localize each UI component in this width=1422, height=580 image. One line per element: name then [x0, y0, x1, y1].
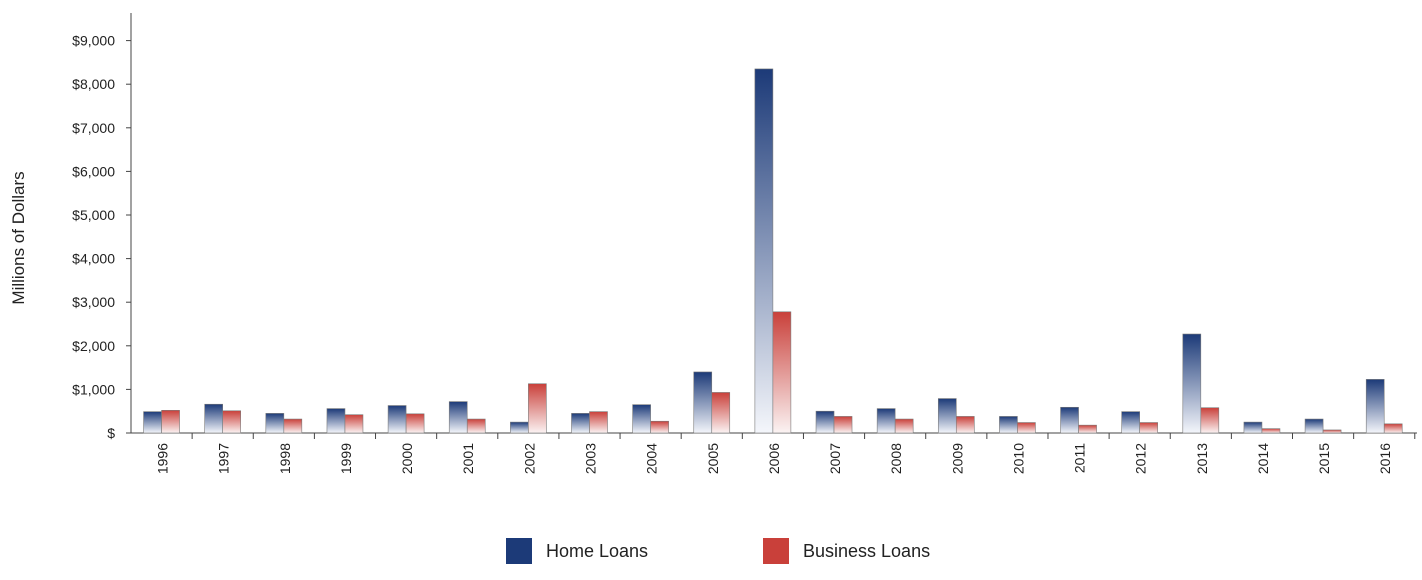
bar-business-loans-2010	[1017, 422, 1036, 434]
bar-business-loans-2013	[1200, 407, 1220, 434]
bar-home-loans-2003	[571, 413, 590, 434]
x-tick-label: 1996	[155, 443, 171, 474]
x-tick-label: 2011	[1072, 443, 1088, 473]
bar-home-loans-1996	[143, 411, 162, 434]
x-tick-label: 2016	[1377, 443, 1393, 474]
bar-home-loans-2001	[448, 401, 468, 434]
y-tick-label: $2,000	[72, 338, 115, 354]
bar-home-loans-2014	[1243, 421, 1263, 434]
bar-business-loans-2001	[466, 418, 486, 434]
bar-business-loans-2007	[833, 416, 853, 434]
bar-business-loans-2002	[528, 383, 547, 434]
bar-business-loans-2009	[955, 416, 975, 434]
x-axis: 1996 1997 1998 1999 2000 2001 2002 2003 2004 2005…	[131, 432, 1417, 474]
y-tick-label: $5,000	[72, 207, 115, 223]
bar-business-loans-2014	[1261, 428, 1281, 434]
bar-business-loans-1999	[344, 414, 364, 434]
bar-business-loans-1997	[222, 410, 241, 434]
bar-home-loans-2004	[632, 404, 651, 434]
x-tick-label: 2002	[521, 443, 537, 474]
bar-home-loans-1998	[265, 413, 285, 434]
x-tick-label: 2003	[582, 443, 598, 474]
y-axis-label: Millions of Dollars	[9, 171, 28, 304]
bar-home-loans-2000	[387, 405, 407, 434]
x-tick-label: 2010	[1010, 443, 1026, 474]
bar-business-loans-2005	[711, 392, 731, 434]
bar-business-loans-2004	[650, 420, 669, 434]
x-tick-label: 2012	[1133, 443, 1149, 474]
bars	[143, 68, 1403, 434]
x-tick-label: 2000	[399, 443, 415, 474]
x-tick-label: 2007	[827, 443, 843, 474]
legend-item-home-loans: Home Loans	[506, 538, 648, 564]
bar-business-loans-2006	[772, 311, 792, 434]
x-tick-label: 2001	[460, 443, 476, 474]
x-tick-label: 2009	[949, 443, 965, 474]
bar-home-loans-1999	[326, 408, 346, 434]
legend-item-business-loans: Business Loans	[763, 538, 930, 564]
y-tick-label: $3,000	[72, 294, 115, 310]
x-tick-label: 1998	[277, 443, 293, 474]
legend-swatch-home-loans	[506, 538, 532, 564]
bar-business-loans-2011	[1078, 424, 1097, 434]
legend-swatch-business-loans	[763, 538, 789, 564]
bar-business-loans-1996	[161, 410, 180, 434]
bar-home-loans-2015	[1304, 418, 1324, 434]
x-tick-label: 2013	[1194, 443, 1210, 474]
bar-business-loans-2008	[894, 418, 914, 434]
bar-business-loans-2015	[1322, 429, 1342, 434]
y-tick-label: $1,000	[72, 381, 115, 397]
x-tick-label: 1999	[338, 443, 354, 474]
x-tick-label: 2015	[1316, 443, 1332, 474]
bar-home-loans-2010	[999, 416, 1018, 434]
y-tick-label: $7,000	[72, 120, 115, 136]
bar-home-loans-2013	[1182, 333, 1202, 434]
x-tick-label: 2014	[1255, 443, 1271, 474]
bar-home-loans-2005	[693, 371, 713, 434]
y-axis: $ $1,000 $2,000 $3,000 $4,000 $5,000 $6,000 $7,…	[72, 13, 132, 441]
bar-home-loans-2007	[815, 410, 835, 434]
bar-business-loans-2016	[1383, 423, 1403, 434]
y-tick-label: $	[107, 425, 115, 441]
y-tick-label: $8,000	[72, 76, 115, 92]
x-tick-label: 2008	[888, 443, 904, 474]
bar-business-loans-2003	[589, 411, 608, 434]
y-tick-label: $9,000	[72, 33, 115, 49]
bar-home-loans-2011	[1060, 406, 1079, 434]
legend-label-business-loans: Business Loans	[803, 540, 931, 561]
bar-home-loans-2009	[937, 398, 957, 434]
bar-home-loans-2016	[1365, 379, 1385, 434]
bar-business-loans-2012	[1139, 422, 1158, 434]
x-tick-label: 2004	[644, 443, 660, 474]
legend-label-home-loans: Home Loans	[546, 540, 649, 561]
bar-home-loans-2002	[510, 421, 529, 434]
x-tick-label: 2006	[766, 443, 782, 474]
bar-home-loans-2012	[1121, 411, 1140, 434]
x-tick-label: 1997	[216, 443, 232, 474]
bar-home-loans-1997	[204, 403, 223, 434]
x-tick-label: 2005	[705, 443, 721, 474]
bar-business-loans-1998	[283, 418, 303, 434]
bar-business-loans-2000	[405, 413, 425, 434]
y-tick-label: $6,000	[72, 163, 115, 179]
bar-home-loans-2008	[876, 408, 896, 434]
bar-home-loans-2006	[754, 68, 774, 434]
y-tick-label: $4,000	[72, 251, 115, 267]
